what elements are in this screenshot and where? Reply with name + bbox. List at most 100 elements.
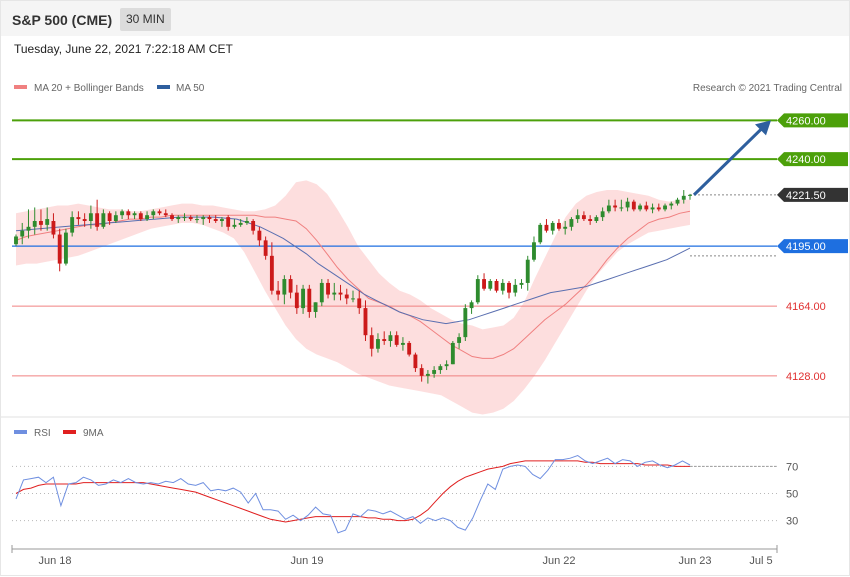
candle-body	[544, 224, 549, 231]
instrument-title: S&P 500 (CME)	[12, 12, 113, 28]
level-tag-resistance	[777, 113, 848, 128]
level-label-support: 4128.00	[786, 371, 826, 383]
rsi-line	[15, 454, 691, 534]
candle-body	[288, 279, 293, 293]
candle-body	[513, 284, 518, 293]
candle-body	[419, 368, 424, 376]
price-level-labels: 4260.00 4240.00 4221.50 4195.00 4164.00 4128.…	[777, 113, 848, 383]
level-label-resistance: 4240.00	[786, 154, 826, 166]
candle-body	[469, 302, 474, 309]
ma20-legend-label: MA 20 + Bollinger Bands	[34, 83, 144, 94]
candlesticks	[14, 190, 692, 384]
candle-body	[351, 298, 355, 300]
candle-body	[663, 205, 667, 210]
candle-body	[581, 215, 586, 220]
candle-body	[332, 292, 337, 295]
candle-body	[369, 335, 374, 349]
candle-body	[438, 366, 443, 371]
candle-body	[213, 219, 218, 221]
time-tick-label: Jun 23	[678, 555, 711, 567]
candle-body	[376, 339, 380, 349]
candle-body	[70, 217, 75, 233]
candle-body	[507, 282, 511, 293]
candle-body	[619, 207, 624, 209]
candle-body	[538, 224, 543, 243]
candle-body	[625, 201, 630, 208]
time-axis: Jun 18 Jun 19 Jun 22 Jun 23 Jul 5	[11, 545, 778, 567]
candle-body	[550, 222, 555, 231]
level-label-support: 4164.00	[786, 301, 826, 313]
candle-body	[244, 221, 249, 223]
candle-body	[301, 288, 306, 309]
candle-body	[606, 205, 611, 212]
candle-body	[563, 226, 568, 229]
candle-body	[688, 194, 692, 196]
candle-body	[126, 211, 131, 216]
rsi-legend-label: RSI	[34, 428, 51, 439]
candle-body	[120, 211, 125, 216]
candle-body	[394, 335, 399, 345]
ma50-line	[15, 216, 691, 325]
candle-body	[163, 213, 168, 216]
candle-body	[425, 373, 430, 376]
moving-averages	[15, 210, 691, 359]
candle-body	[326, 282, 330, 295]
ma20-legend-swatch	[14, 85, 27, 89]
candle-body	[220, 219, 224, 221]
rsi-ma-legend-label: 9MA	[83, 428, 104, 439]
candle-body	[656, 207, 661, 210]
candle-body	[463, 308, 468, 338]
forecast-arrow-shaft	[692, 126, 765, 196]
rsi-9ma-line	[15, 460, 690, 523]
rsi-legend: RSI 9MA	[14, 428, 104, 439]
candle-body	[51, 221, 56, 235]
candle-body	[457, 337, 462, 343]
candle-body	[500, 282, 505, 291]
candle-body	[650, 207, 655, 210]
candle-body	[294, 292, 299, 309]
rsi-grid: 70 50 30	[12, 461, 798, 528]
candle-body	[338, 292, 343, 295]
candle-body	[557, 222, 561, 229]
candle-body	[63, 232, 68, 264]
level-label-resistance: 4260.00	[786, 115, 826, 127]
candle-body	[257, 230, 262, 241]
candle-body	[138, 213, 143, 220]
candle-body	[145, 215, 149, 220]
time-tick-label: Jul 5	[749, 555, 772, 567]
interval-button[interactable]: 30 MIN	[120, 8, 171, 31]
candle-body	[232, 224, 237, 227]
candle-body	[238, 222, 243, 225]
candle-body	[675, 199, 680, 204]
candle-body	[76, 217, 81, 220]
candle-body	[388, 335, 393, 341]
candle-body	[101, 213, 106, 227]
candle-body	[313, 302, 318, 312]
candle-body	[357, 298, 362, 309]
rsi-tick-label: 50	[786, 489, 798, 501]
time-tick-label: Jun 18	[38, 555, 71, 567]
rsi-tick-label: 30	[786, 516, 798, 528]
candle-body	[482, 279, 486, 289]
level-label-pivot: 4195.00	[786, 241, 826, 253]
candle-body	[444, 364, 449, 367]
forecast-arrow	[692, 120, 771, 196]
rsi-tick-label: 70	[786, 461, 798, 473]
ma50-legend-label: MA 50	[176, 83, 205, 94]
candle-body	[182, 217, 187, 219]
candle-body	[201, 217, 206, 220]
candle-body	[82, 219, 87, 221]
ma20-line	[15, 210, 691, 359]
candle-body	[151, 211, 156, 216]
candle-body	[613, 205, 618, 208]
candle-body	[363, 308, 368, 336]
candle-body	[88, 213, 93, 221]
candle-body	[413, 354, 418, 369]
candle-body	[382, 339, 387, 341]
credit-text: Research © 2021 Trading Central	[693, 83, 842, 94]
candle-body	[188, 217, 193, 220]
candle-body	[669, 203, 674, 206]
candle-body	[594, 217, 599, 221]
candle-body	[132, 213, 137, 216]
